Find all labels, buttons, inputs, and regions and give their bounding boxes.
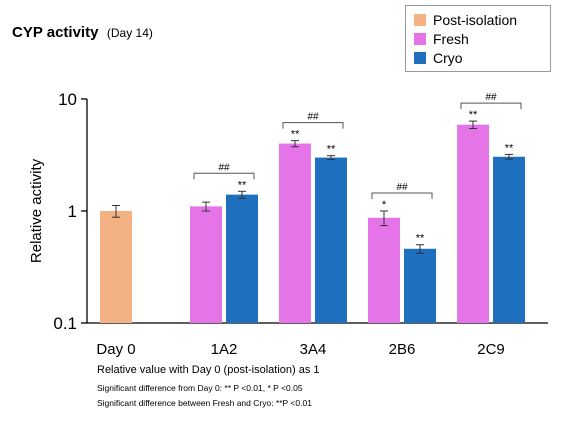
x-tick-label: 2C9 [477,341,505,358]
comparison-mark: ## [307,112,319,123]
note-significance-day0: Significant difference from Day 0: ** P … [97,383,303,393]
significance-mark: ** [469,109,478,121]
legend-item-cryo: Cryo [414,48,542,67]
chart-title: CYP activity [12,24,99,41]
bar [190,206,222,323]
significance-mark: ** [327,144,336,156]
note-relative-value: Relative value with Day 0 (post-isolatio… [97,364,320,376]
legend: Post-isolation Fresh Cryo [405,5,551,72]
comparison-bracket [282,122,344,129]
comparison-bracket [371,192,433,199]
legend-label-post-isolation: Post-isolation [433,11,518,28]
significance-mark: ** [416,233,425,245]
x-tick-label: Day 0 [96,341,135,358]
bar [404,248,436,323]
bar [457,124,489,323]
comparison-bracket [193,172,255,180]
legend-item-post-isolation: Post-isolation [414,10,542,29]
bar [279,143,311,323]
bar [315,157,347,323]
legend-label-cryo: Cryo [433,49,463,66]
note-significance-fresh-cryo: Significant difference between Fresh and… [97,398,312,408]
bar [100,211,132,323]
legend-swatch-cryo [414,51,426,64]
comparison-mark: ## [396,182,408,193]
x-tick-label: 3A4 [300,341,327,358]
legend-label-fresh: Fresh [433,30,469,47]
comparison-bracket [460,102,522,110]
significance-mark: ** [238,179,247,191]
legend-swatch-post-isolation [414,13,426,26]
y-tick-label: 0.1 [53,314,77,333]
comparison-mark: ## [485,92,497,103]
chart-subtitle: (Day 14) [106,26,153,40]
bar [493,156,525,323]
x-tick-label: 1A2 [211,341,238,358]
bar [368,217,400,323]
significance-mark: * [382,199,387,211]
legend-swatch-fresh [414,32,426,45]
significance-mark: ** [505,142,514,154]
notes-block: Relative value with Day 0 (post-isolatio… [97,364,320,413]
legend-item-fresh: Fresh [414,29,542,48]
significance-mark: ** [291,129,300,141]
y-axis-label: Relative activity [28,158,45,263]
x-tick-label: 2B6 [389,341,416,358]
y-tick-label: 10 [58,90,77,109]
y-tick-label: 1 [68,202,77,221]
chart-title-block: CYP activity (Day 14) [12,24,153,42]
bar [226,194,258,323]
comparison-mark: ## [218,162,230,173]
